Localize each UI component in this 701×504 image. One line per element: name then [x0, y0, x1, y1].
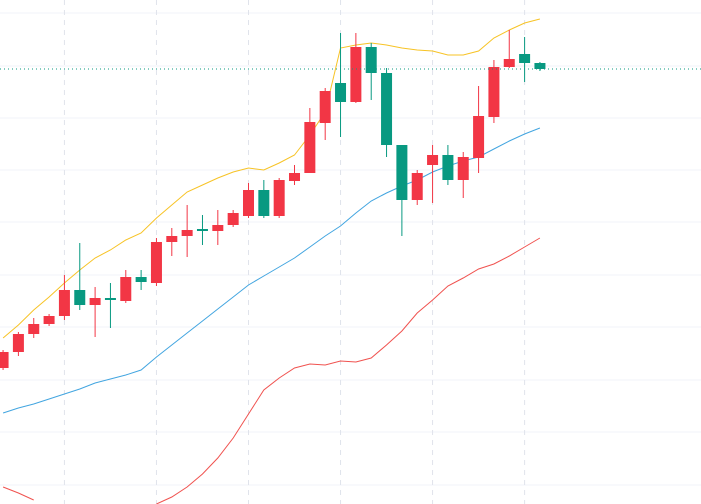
- candle-body: [473, 116, 485, 158]
- candle-body: [519, 54, 531, 63]
- candle-body: [335, 83, 347, 102]
- candle-body: [442, 155, 454, 180]
- candle-body: [12, 334, 24, 352]
- candle-body: [120, 277, 132, 301]
- candle-body: [74, 290, 86, 305]
- candle-body: [289, 173, 301, 181]
- candle-body: [135, 277, 147, 282]
- candle-body: [304, 122, 316, 173]
- candle-body: [273, 180, 285, 216]
- candle-body: [319, 91, 331, 123]
- candle-body: [89, 298, 101, 305]
- candle-body: [427, 155, 439, 165]
- candle-body: [534, 63, 546, 69]
- candle-body: [381, 73, 393, 145]
- candle-body: [181, 230, 193, 236]
- candle-body: [242, 190, 254, 216]
- candle-body: [350, 47, 362, 102]
- candle-body: [258, 190, 270, 216]
- indicator-line: [156, 237, 541, 504]
- candle-body: [0, 352, 9, 368]
- candle-body: [212, 225, 224, 231]
- candle-body: [104, 298, 116, 300]
- candle-body: [411, 173, 423, 200]
- indicator-line: [2, 18, 541, 339]
- candle-body: [227, 213, 239, 225]
- candle-body: [28, 324, 40, 334]
- candle-body: [457, 157, 469, 180]
- indicator-line: [2, 486, 34, 501]
- candle-body: [488, 67, 500, 117]
- candle-body: [396, 145, 408, 200]
- candle-body: [196, 229, 208, 231]
- candle-body: [58, 290, 70, 316]
- candle-body: [503, 59, 515, 67]
- candle-body: [365, 47, 377, 73]
- candle-body: [43, 316, 55, 324]
- candle-body: [166, 236, 178, 242]
- candle-body: [150, 242, 162, 283]
